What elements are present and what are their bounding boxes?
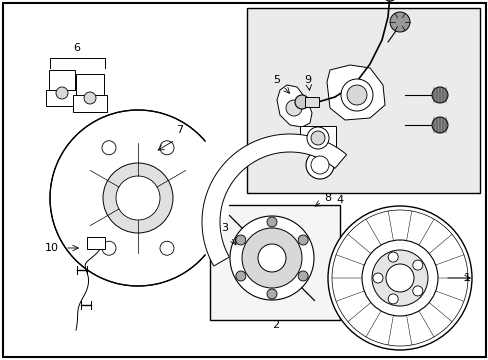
- Circle shape: [371, 250, 427, 306]
- Bar: [305, 97, 318, 107]
- Text: 9: 9: [304, 75, 311, 85]
- Circle shape: [298, 235, 307, 245]
- Circle shape: [103, 163, 173, 233]
- Text: 4: 4: [336, 195, 343, 205]
- Circle shape: [235, 235, 245, 245]
- Circle shape: [361, 240, 437, 316]
- Bar: [246, 8, 479, 193]
- Bar: [209, 205, 339, 320]
- Circle shape: [84, 92, 96, 104]
- Circle shape: [298, 271, 307, 281]
- Bar: [76, 74, 104, 97]
- Circle shape: [266, 289, 276, 299]
- Circle shape: [305, 151, 333, 179]
- Circle shape: [242, 228, 302, 288]
- Circle shape: [50, 110, 225, 286]
- Circle shape: [102, 241, 116, 255]
- Circle shape: [116, 176, 160, 220]
- Circle shape: [285, 100, 302, 116]
- Circle shape: [387, 294, 397, 304]
- Bar: [73, 95, 107, 112]
- Text: 1: 1: [463, 273, 469, 283]
- Circle shape: [160, 141, 174, 155]
- Text: 2: 2: [272, 320, 279, 330]
- Circle shape: [310, 156, 328, 174]
- Circle shape: [102, 141, 116, 155]
- Circle shape: [258, 244, 285, 272]
- Circle shape: [160, 241, 174, 255]
- Text: 7: 7: [176, 125, 183, 135]
- Circle shape: [310, 131, 325, 145]
- Bar: [49, 70, 75, 91]
- Polygon shape: [202, 134, 346, 266]
- Text: 10: 10: [45, 243, 59, 253]
- Circle shape: [412, 286, 422, 296]
- Circle shape: [412, 260, 422, 270]
- Circle shape: [431, 117, 447, 133]
- Circle shape: [331, 210, 467, 346]
- Text: 5: 5: [273, 75, 280, 85]
- Polygon shape: [276, 85, 311, 127]
- Bar: [299, 126, 335, 152]
- Text: 3: 3: [221, 223, 228, 233]
- Circle shape: [294, 95, 308, 109]
- Circle shape: [266, 217, 276, 227]
- Circle shape: [431, 87, 447, 103]
- Circle shape: [340, 79, 372, 111]
- Bar: [46, 90, 78, 106]
- Circle shape: [306, 127, 328, 149]
- Bar: [87, 237, 105, 249]
- Circle shape: [372, 273, 382, 283]
- Text: 6: 6: [73, 43, 81, 53]
- Circle shape: [382, 0, 396, 1]
- Polygon shape: [326, 65, 384, 120]
- Circle shape: [327, 206, 471, 350]
- Circle shape: [385, 264, 413, 292]
- Circle shape: [389, 12, 409, 32]
- Circle shape: [229, 216, 313, 300]
- Text: 8: 8: [324, 193, 331, 203]
- Circle shape: [56, 87, 68, 99]
- Circle shape: [346, 85, 366, 105]
- Circle shape: [387, 252, 397, 262]
- Circle shape: [235, 271, 245, 281]
